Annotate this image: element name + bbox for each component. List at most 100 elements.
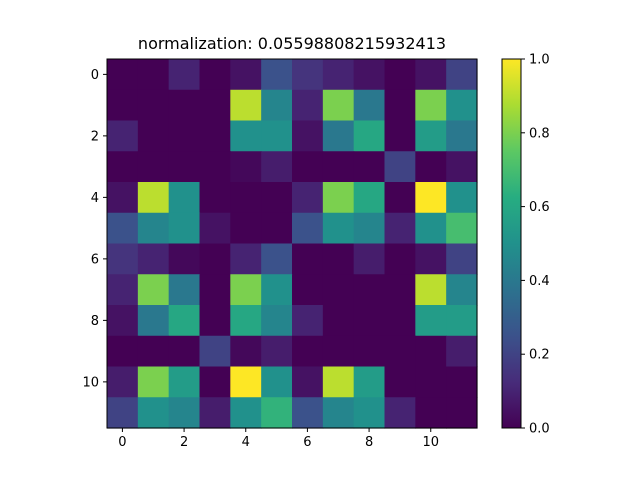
heatmap-cell-10-0 bbox=[107, 366, 139, 398]
heatmap-cell-0-7 bbox=[322, 59, 355, 91]
colorbar-frame bbox=[501, 58, 522, 429]
heatmap-cell-1-9 bbox=[384, 89, 416, 122]
heatmap-cell-6-0 bbox=[107, 243, 139, 275]
heatmap-cell-2-0 bbox=[107, 120, 139, 152]
heatmap-cell-6-4 bbox=[230, 243, 262, 275]
heatmap-cell-8-8 bbox=[353, 305, 386, 337]
y-tick-label-10: 10 bbox=[82, 375, 99, 390]
heatmap-cell-10-3 bbox=[199, 366, 231, 398]
heatmap-cell-2-7 bbox=[322, 120, 355, 152]
heatmap-cell-11-3 bbox=[199, 397, 231, 429]
heatmap-cell-4-2 bbox=[168, 182, 201, 214]
heatmap-cell-7-10 bbox=[415, 274, 447, 306]
heatmap-cell-11-1 bbox=[137, 397, 170, 429]
heatmap-cell-6-8 bbox=[353, 243, 386, 275]
heatmap-cell-6-3 bbox=[199, 243, 231, 275]
heatmap-cell-3-10 bbox=[415, 151, 447, 183]
heatmap-cell-5-5 bbox=[261, 212, 293, 245]
heatmap-cell-2-2 bbox=[168, 120, 201, 152]
heatmap-cell-6-9 bbox=[384, 243, 416, 275]
heatmap-cell-10-4 bbox=[230, 366, 262, 398]
heatmap-cell-0-11 bbox=[446, 59, 478, 91]
heatmap-cells bbox=[107, 59, 478, 429]
heatmap-cell-2-6 bbox=[292, 120, 324, 152]
heatmap-cell-0-8 bbox=[353, 59, 386, 91]
x-tick-label-6: 6 bbox=[303, 435, 311, 450]
heatmap-cell-9-4 bbox=[230, 335, 262, 368]
x-tick-label-2: 2 bbox=[180, 435, 188, 450]
heatmap-cell-4-0 bbox=[107, 182, 139, 214]
heatmap-cell-9-6 bbox=[292, 335, 324, 368]
heatmap-cell-1-2 bbox=[168, 89, 201, 122]
heatmap-cell-10-8 bbox=[353, 366, 386, 398]
heatmap-cell-7-8 bbox=[353, 274, 386, 306]
heatmap-cell-9-3 bbox=[199, 335, 231, 368]
heatmap-cell-3-2 bbox=[168, 151, 201, 183]
chart-title: normalization: 0.05598808215932413 bbox=[138, 34, 446, 53]
colorbar-tick-label-1: 0.2 bbox=[529, 348, 550, 363]
heatmap-cell-4-9 bbox=[384, 182, 416, 214]
heatmap-cell-4-3 bbox=[199, 182, 231, 214]
x-tick-label-4: 4 bbox=[242, 435, 250, 450]
heatmap-cell-11-0 bbox=[107, 397, 139, 429]
heatmap-cell-1-5 bbox=[261, 89, 293, 122]
heatmap-cell-5-3 bbox=[199, 212, 231, 245]
x-tick-label-8: 8 bbox=[365, 435, 373, 450]
colorbar-tick-label-0: 0.0 bbox=[529, 422, 550, 437]
colorbar-tick-label-4: 0.8 bbox=[529, 126, 550, 141]
heatmap-cell-0-1 bbox=[137, 59, 170, 91]
heatmap-cell-6-7 bbox=[322, 243, 355, 275]
heatmap-cell-11-7 bbox=[322, 397, 355, 429]
heatmap-cell-3-6 bbox=[292, 151, 324, 183]
heatmap-cell-9-1 bbox=[137, 335, 170, 368]
heatmap-cell-0-3 bbox=[199, 59, 231, 91]
heatmap-cell-3-1 bbox=[137, 151, 170, 183]
heatmap-cell-7-2 bbox=[168, 274, 201, 306]
heatmap-cell-10-1 bbox=[137, 366, 170, 398]
heatmap-cell-7-7 bbox=[322, 274, 355, 306]
heatmap-cell-0-2 bbox=[168, 59, 201, 91]
heatmap-cell-2-3 bbox=[199, 120, 231, 152]
heatmap-cell-9-11 bbox=[446, 335, 478, 368]
heatmap-cell-3-0 bbox=[107, 151, 139, 183]
heatmap-cell-11-11 bbox=[446, 397, 478, 429]
heatmap-cell-2-10 bbox=[415, 120, 447, 152]
heatmap-cell-10-2 bbox=[168, 366, 201, 398]
heatmap-cell-6-10 bbox=[415, 243, 447, 275]
heatmap-cell-8-2 bbox=[168, 305, 201, 337]
heatmap-cell-4-8 bbox=[353, 182, 386, 214]
heatmap-cell-6-5 bbox=[261, 243, 293, 275]
plot-frame bbox=[106, 58, 478, 429]
heatmap-cell-8-10 bbox=[415, 305, 447, 337]
heatmap-cell-8-5 bbox=[261, 305, 293, 337]
heatmap-cell-3-11 bbox=[446, 151, 478, 183]
heatmap-cell-11-8 bbox=[353, 397, 386, 429]
heatmap-cell-5-2 bbox=[168, 212, 201, 245]
x-tick-label-10: 10 bbox=[422, 435, 439, 450]
heatmap-cell-9-8 bbox=[353, 335, 386, 368]
heatmap-cell-4-6 bbox=[292, 182, 324, 214]
y-tick-label-8: 8 bbox=[91, 314, 99, 329]
heatmap-cell-6-6 bbox=[292, 243, 324, 275]
heatmap-cell-5-11 bbox=[446, 212, 478, 245]
heatmap-cell-10-9 bbox=[384, 366, 416, 398]
heatmap-cell-9-5 bbox=[261, 335, 293, 368]
heatmap-cell-0-0 bbox=[107, 59, 139, 91]
heatmap-cell-11-6 bbox=[292, 397, 324, 429]
heatmap-cell-3-7 bbox=[322, 151, 355, 183]
heatmap-cell-2-5 bbox=[261, 120, 293, 152]
heatmap-cell-10-11 bbox=[446, 366, 478, 398]
heatmap-cell-8-11 bbox=[446, 305, 478, 337]
heatmap-cell-9-2 bbox=[168, 335, 201, 368]
heatmap-cell-5-4 bbox=[230, 212, 262, 245]
heatmap-cell-2-11 bbox=[446, 120, 478, 152]
y-tick-label-2: 2 bbox=[91, 129, 99, 144]
colorbar-axis: 0.0 0.2 0.4 0.6 0.8 1.0 bbox=[521, 53, 550, 437]
heatmap-cell-4-5 bbox=[261, 182, 293, 214]
heatmap-cell-7-3 bbox=[199, 274, 231, 306]
colorbar-gradient bbox=[502, 59, 521, 428]
heatmap-cell-0-5 bbox=[261, 59, 293, 91]
heatmap-cell-1-11 bbox=[446, 89, 478, 122]
heatmap-cell-3-4 bbox=[230, 151, 262, 183]
